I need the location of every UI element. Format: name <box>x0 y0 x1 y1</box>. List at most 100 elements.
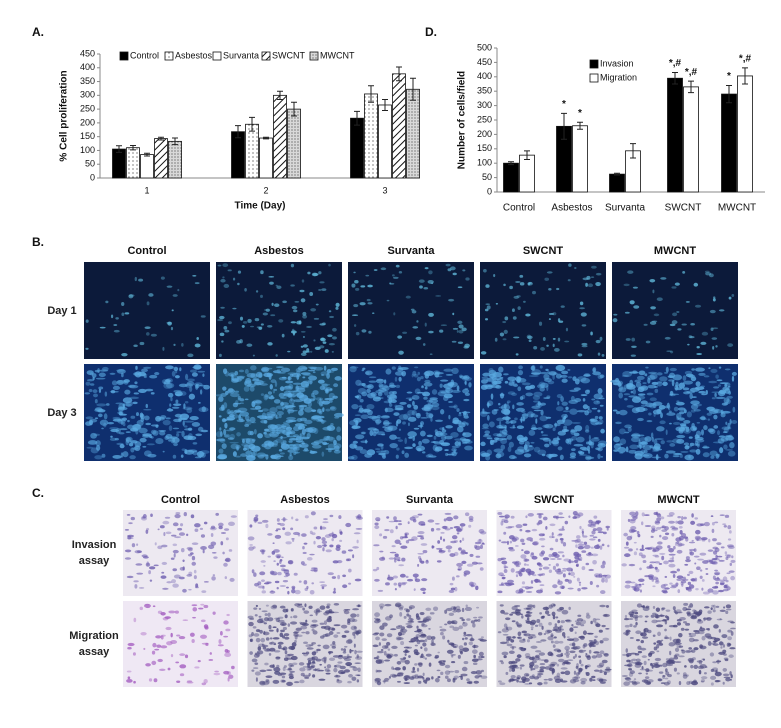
cell <box>162 419 171 426</box>
cell <box>632 515 638 520</box>
cell <box>117 406 124 412</box>
cell <box>687 573 690 576</box>
cell <box>269 637 273 640</box>
cell <box>561 370 569 375</box>
cell <box>187 435 197 441</box>
cell <box>354 649 357 655</box>
cell <box>458 329 464 334</box>
cell <box>556 570 563 575</box>
cell <box>339 531 343 535</box>
cell <box>624 397 628 401</box>
micrograph <box>496 601 612 687</box>
cell <box>520 554 527 559</box>
cell <box>189 632 195 637</box>
cell <box>574 631 577 635</box>
cell <box>157 545 163 550</box>
cell <box>336 435 342 441</box>
cell <box>320 371 330 376</box>
cell <box>264 428 273 433</box>
cell <box>157 610 163 614</box>
cell <box>493 273 496 278</box>
cell <box>647 658 650 661</box>
cell <box>305 619 308 623</box>
cell <box>357 604 360 608</box>
cell <box>353 271 356 274</box>
cell <box>434 372 444 375</box>
cell <box>324 666 327 669</box>
cell <box>421 622 425 626</box>
cell <box>583 643 588 647</box>
cell <box>393 519 400 523</box>
cell <box>135 412 140 417</box>
cell <box>308 605 313 610</box>
cell <box>353 643 356 648</box>
cell <box>682 576 687 580</box>
cell <box>453 449 456 453</box>
cell <box>565 406 569 411</box>
cell <box>515 407 525 412</box>
cell <box>389 282 392 285</box>
cell <box>640 400 648 405</box>
cell <box>720 546 725 549</box>
cell <box>710 515 714 518</box>
cell <box>664 615 668 619</box>
cell <box>229 433 236 440</box>
cell <box>241 325 245 328</box>
cell <box>719 609 726 613</box>
cell <box>496 424 504 429</box>
cell <box>601 395 604 398</box>
cell <box>414 366 419 369</box>
error-bar <box>130 144 136 151</box>
cell <box>433 442 444 445</box>
cell <box>293 425 300 432</box>
cell <box>685 586 692 589</box>
cell <box>445 545 453 550</box>
cell <box>271 427 276 434</box>
cell <box>655 661 659 664</box>
cell <box>710 668 715 672</box>
cell <box>440 409 445 415</box>
cell <box>542 557 550 561</box>
legend-swatch <box>261 51 271 61</box>
cell <box>496 417 504 422</box>
cell <box>144 326 151 330</box>
cell <box>624 584 631 589</box>
cell <box>171 534 177 537</box>
cell <box>697 435 700 439</box>
cell <box>378 383 384 388</box>
cell <box>685 559 691 563</box>
cell <box>175 511 181 515</box>
cell <box>483 269 487 273</box>
cell <box>214 670 219 673</box>
cell <box>126 670 132 673</box>
cell <box>165 531 172 535</box>
cell <box>256 415 267 419</box>
cell <box>230 443 239 450</box>
cell <box>222 263 229 268</box>
cell <box>274 388 278 391</box>
cell <box>442 538 446 542</box>
cell <box>375 659 383 664</box>
cell <box>133 372 140 376</box>
cell <box>621 675 628 677</box>
cell <box>172 543 178 547</box>
cell <box>638 578 645 582</box>
cell <box>277 571 282 576</box>
cell <box>263 372 273 378</box>
cell <box>263 564 266 567</box>
cell <box>566 654 570 658</box>
cell <box>435 547 443 550</box>
cell <box>427 402 432 405</box>
cell <box>596 400 599 403</box>
cell <box>272 370 282 374</box>
cell <box>531 528 538 532</box>
cell <box>450 540 457 544</box>
cell <box>364 370 373 376</box>
cell <box>519 282 525 286</box>
cell <box>585 671 590 676</box>
cell <box>640 632 644 636</box>
cell <box>727 343 734 347</box>
cell <box>630 535 633 539</box>
cell <box>623 631 631 635</box>
cell <box>186 681 194 684</box>
